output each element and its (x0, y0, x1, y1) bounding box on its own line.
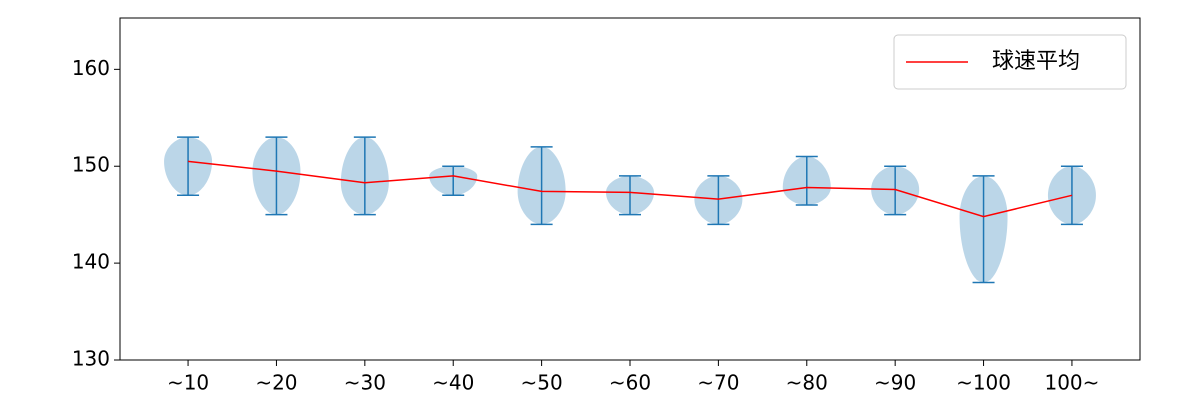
plot-frame (119, 17, 1141, 361)
x-tick-label: ~50 (521, 371, 563, 395)
x-tick-label: ~60 (609, 371, 651, 395)
x-tick-label: ~30 (344, 371, 386, 395)
x-tick-label: ~100 (956, 371, 1011, 395)
y-tick-label: 150 (72, 153, 110, 177)
y-tick-label: 160 (72, 56, 110, 80)
x-tick-label: 100~ (1044, 371, 1099, 395)
x-tick-label: ~40 (432, 371, 474, 395)
legend-label: 球速平均 (992, 49, 1080, 74)
legend-box (893, 34, 1127, 90)
y-tick-label: 140 (72, 250, 110, 274)
x-tick-label: ~80 (786, 371, 828, 395)
x-tick-label: ~20 (255, 371, 297, 395)
x-tick-label: ~70 (697, 371, 739, 395)
x-tick-label: ~90 (874, 371, 916, 395)
x-tick-label: ~10 (167, 371, 209, 395)
y-tick-label: 130 (72, 347, 110, 371)
mean-line (187, 160, 1073, 218)
